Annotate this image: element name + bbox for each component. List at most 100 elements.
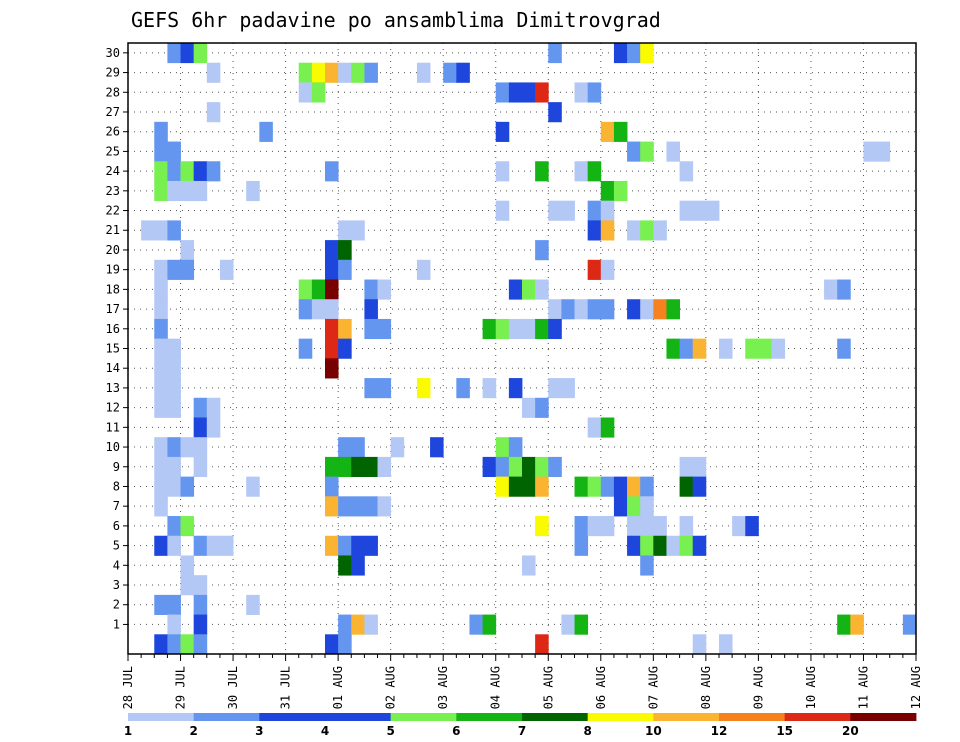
heatmap-cell	[364, 496, 378, 517]
heatmap-cell	[863, 141, 877, 162]
heatmap-cell	[364, 318, 378, 340]
heatmap-cell	[495, 161, 510, 182]
heatmap-cell	[679, 476, 694, 497]
heatmap-cell	[167, 594, 181, 615]
heatmap-cell	[180, 43, 195, 64]
heatmap-cell	[325, 496, 339, 517]
heatmap-cell	[482, 318, 497, 340]
heatmap-cell	[640, 220, 654, 241]
legend-color-box	[193, 713, 260, 721]
heatmap-cell	[338, 614, 352, 635]
heatmap-cell	[535, 476, 549, 497]
heatmap-cell	[692, 456, 707, 478]
heatmap-cell	[377, 378, 392, 399]
heatmap-cell	[522, 279, 536, 300]
heatmap-cell	[732, 516, 746, 537]
heatmap-cell	[561, 299, 575, 320]
heatmap-cell	[692, 535, 707, 556]
heatmap-cell	[154, 456, 168, 478]
legend-label: 6	[452, 724, 460, 738]
heatmap-cell	[325, 161, 339, 182]
heatmap-cell	[206, 102, 221, 123]
heatmap-cell	[692, 338, 707, 359]
y-tick-label: 29	[106, 66, 120, 80]
heatmap-cell	[180, 575, 195, 596]
x-axis-ticks: 28 JUL 29 JUL 30 JUL 31 JUL 01 AUG 02 AUG 03 A…	[121, 654, 923, 709]
y-tick-label: 1	[113, 617, 120, 631]
heatmap-cell	[364, 279, 378, 300]
heatmap-cell	[627, 535, 641, 556]
heatmap-cell	[154, 220, 168, 241]
heatmap-cell	[364, 62, 378, 83]
heatmap-cell	[325, 240, 339, 261]
heatmap-cell	[613, 121, 628, 142]
heatmap-cell	[298, 299, 313, 320]
y-tick-label: 21	[106, 223, 120, 237]
heatmap-cell	[574, 614, 589, 635]
heatmap-cell	[167, 535, 181, 556]
heatmap-cell	[364, 535, 378, 556]
legend-label: 12	[711, 724, 728, 738]
y-tick-label: 19	[106, 263, 120, 277]
heatmap-cell	[679, 516, 694, 537]
heatmap-cell	[193, 594, 208, 615]
legend-label: 8	[583, 724, 591, 738]
heatmap-cell	[416, 259, 431, 280]
heatmap-cell	[508, 437, 523, 458]
heatmap-cell	[351, 220, 365, 241]
heatmap-cell	[180, 180, 195, 202]
heatmap-cell	[666, 299, 680, 320]
heatmap-cell	[338, 220, 352, 241]
heatmap-cell	[522, 456, 536, 478]
heatmap-cell	[206, 417, 221, 438]
heatmap-cell	[522, 397, 536, 418]
heatmap-cell	[351, 496, 365, 517]
heatmap-cell	[535, 318, 549, 340]
heatmap-cell	[338, 259, 352, 280]
y-tick-label: 22	[106, 204, 120, 218]
heatmap-cell	[600, 220, 615, 241]
y-tick-label: 24	[106, 164, 120, 178]
heatmap-cell	[351, 62, 365, 83]
heatmap-cell	[653, 220, 667, 241]
heatmap-cell	[180, 161, 195, 182]
heatmap-cell	[600, 516, 615, 537]
y-tick-label: 17	[106, 302, 120, 316]
heatmap-cell	[167, 634, 181, 655]
heatmap-cell	[325, 259, 339, 280]
heatmap-cell	[193, 417, 208, 438]
heatmap-cell	[180, 516, 195, 537]
heatmap-cell	[219, 259, 234, 280]
heatmap-cell	[548, 378, 562, 399]
y-tick-label: 6	[113, 519, 120, 533]
heatmap-cell	[206, 62, 221, 83]
heatmap-cell	[508, 82, 523, 103]
heatmap-cell	[325, 299, 339, 320]
heatmap-cell	[561, 200, 575, 221]
heatmap-cell	[246, 180, 260, 202]
heatmap-cell	[351, 555, 365, 576]
x-tick-label: 30 JUL	[226, 666, 240, 709]
heatmap-cell	[627, 516, 641, 537]
heatmap-cell	[193, 614, 208, 635]
heatmap-cell	[613, 496, 628, 517]
heatmap-cell	[666, 338, 680, 359]
heatmap-cell	[154, 378, 168, 399]
heatmap-cell	[456, 378, 470, 399]
heatmap-cell	[548, 299, 562, 320]
heatmap-cell	[627, 43, 641, 64]
heatmap-cell	[338, 318, 352, 340]
legend-label: 5	[386, 724, 394, 738]
heatmap-cell	[167, 338, 181, 359]
heatmap-cell	[837, 279, 851, 300]
heatmap-cell	[180, 437, 195, 458]
y-tick-label: 13	[106, 381, 120, 395]
heatmap-cell	[600, 180, 615, 202]
heatmap-cell	[627, 476, 641, 497]
heatmap-cell	[180, 259, 195, 280]
heatmap-cell	[535, 240, 549, 261]
heatmap-cell	[377, 456, 392, 478]
legend-color-box	[128, 713, 195, 721]
heatmap-cell	[154, 259, 168, 280]
